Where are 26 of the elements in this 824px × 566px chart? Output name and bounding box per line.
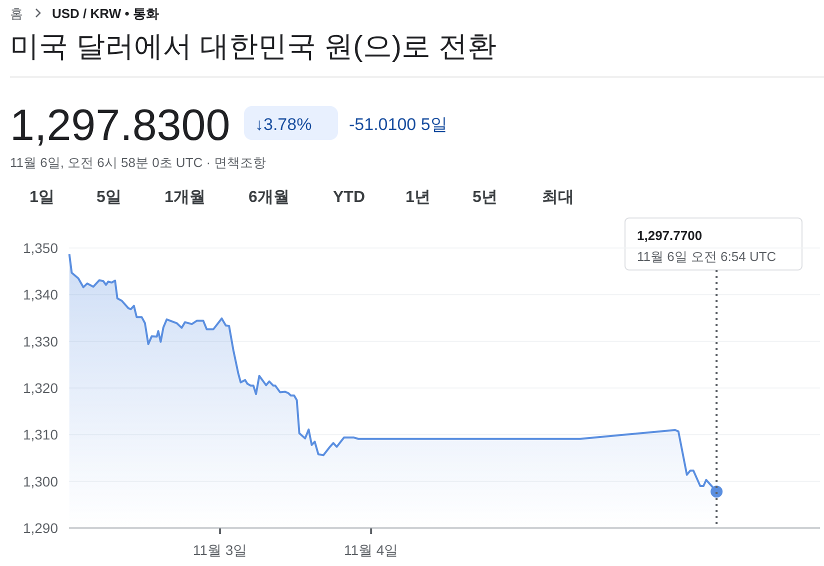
text: 1년 — [406, 189, 430, 206]
text: 5일 — [96, 189, 122, 206]
text: 1일 — [30, 189, 54, 206]
text: 1개월 — [164, 189, 206, 206]
y-tick-label: 1,330 — [22, 333, 58, 350]
y-tick-label: 1,290 — [22, 520, 58, 536]
text: 1,297.7700 — [637, 228, 702, 243]
annotation: 11월 6일 오전 6:54 UTC — [637, 249, 776, 264]
y-tick-label: 1,300 — [22, 473, 58, 490]
text: 홈 — [10, 6, 23, 21]
text: -51.0100 5일 — [349, 115, 448, 134]
text: 최대 — [542, 189, 574, 206]
y-tick-label: 1,320 — [22, 380, 58, 396]
text: 6개월 — [248, 189, 290, 206]
text: 5년 — [472, 189, 498, 206]
y-tick-label: 1,350 — [22, 240, 58, 256]
x-tick-label: 11월 3일 — [192, 542, 248, 558]
y-tick-label: 1,310 — [22, 426, 58, 443]
text: USD / KRW • 통화 — [52, 6, 159, 21]
chart-title: 미국 달러에서 대한민국 원(으)로 전환 — [10, 31, 497, 63]
y-tick-label: 1,340 — [22, 286, 58, 303]
text: 11월 6일, 오전 6시 58분 0초 UTC · 면책조항 — [10, 155, 266, 170]
text: YTD — [333, 189, 365, 206]
text: ↓3.78% — [255, 115, 312, 134]
x-tick-label: 11월 4일 — [344, 542, 398, 558]
text: 1,297.8300 — [10, 101, 230, 150]
